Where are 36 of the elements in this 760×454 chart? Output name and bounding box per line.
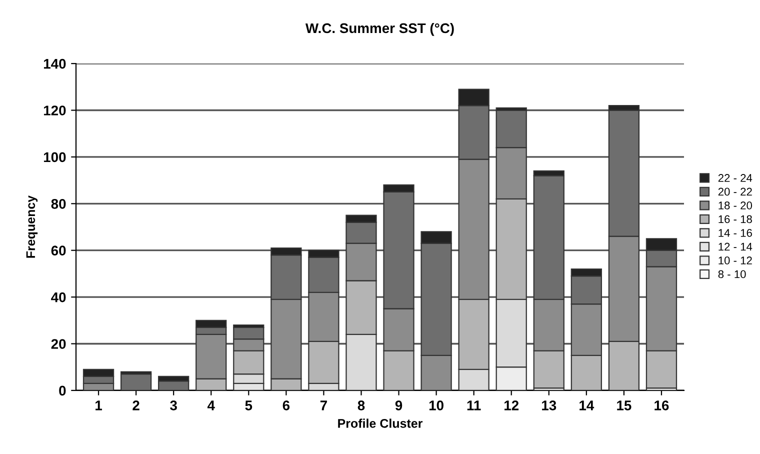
y-tick-label: 20 <box>51 339 66 349</box>
y-axis-title: Frequency <box>26 195 38 258</box>
x-tick-label: 13 <box>542 400 556 410</box>
x-tick-label: 16 <box>654 400 669 410</box>
x-tick-label: 2 <box>132 400 140 410</box>
legend-label: 12 - 14 <box>718 242 752 251</box>
x-tick-label: 15 <box>617 400 632 410</box>
x-tick-label: 7 <box>320 400 327 410</box>
x-tick-label: 11 <box>467 400 481 410</box>
y-tick-label: 60 <box>51 246 66 256</box>
y-tick-label: 40 <box>51 292 66 302</box>
x-tick-label: 4 <box>207 400 215 410</box>
chart-title: W.C. Summer SST (°C) <box>305 22 454 36</box>
legend-label: 22 - 24 <box>718 174 752 182</box>
x-tick-label: 1 <box>96 400 102 410</box>
x-tick-label: 5 <box>245 400 252 410</box>
bar <box>120 374 152 390</box>
y-tick-label: 140 <box>44 58 66 69</box>
y-tick-label: 100 <box>44 152 66 162</box>
legend-label: 14 - 16 <box>718 229 752 237</box>
y-tick-label: 120 <box>44 106 66 116</box>
legend-label: 18 - 20 <box>718 202 752 210</box>
x-tick-label: 14 <box>580 400 594 410</box>
x-axis-title: Profile Cluster <box>338 418 423 428</box>
legend-label: 10 - 12 <box>718 256 752 264</box>
x-tick-label: 12 <box>504 400 519 410</box>
x-tick-label: 8 <box>358 400 365 410</box>
y-tick-label: 80 <box>51 198 66 209</box>
x-tick-label: 6 <box>282 400 290 410</box>
legend-label: 16 - 18 <box>718 215 752 224</box>
legend-label: 20 - 22 <box>718 188 752 196</box>
legend-label: 8 - 10 <box>718 270 746 278</box>
y-tick-label: 0 <box>59 386 66 396</box>
x-tick-label: 3 <box>170 400 177 410</box>
x-tick-label: 10 <box>429 400 444 410</box>
x-tick-label: 9 <box>395 400 402 410</box>
